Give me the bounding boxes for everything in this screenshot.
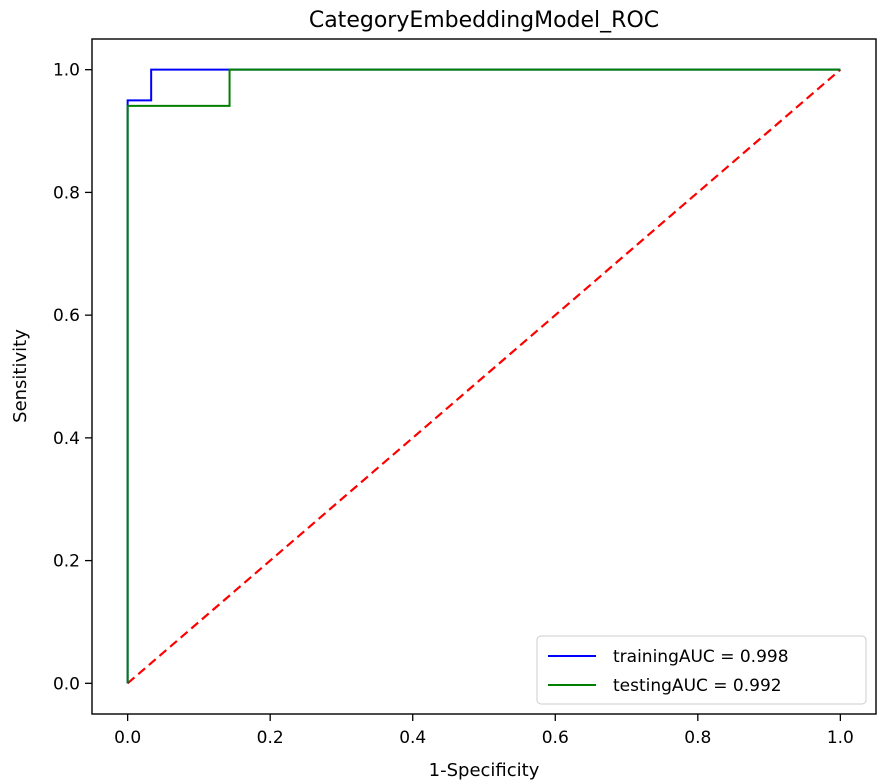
legend-label-testing: testingAUC = 0.992 <box>613 676 782 696</box>
y-tick-label: 0.6 <box>53 306 80 326</box>
x-tick-label: 0.0 <box>114 728 141 748</box>
legend: trainingAUC = 0.998 testingAUC = 0.992 <box>536 635 867 705</box>
series-layer <box>126 68 842 685</box>
x-tick-label: 0.8 <box>684 728 711 748</box>
chart-title: CategoryEmbeddingModel_ROC <box>309 8 659 33</box>
chance-diagonal-line <box>126 68 842 685</box>
x-tick-label: 0.2 <box>257 728 284 748</box>
y-axis-ticks: 0.0 0.2 0.4 0.6 0.8 1.0 <box>53 61 92 694</box>
plot-frame <box>91 38 877 715</box>
y-tick-label: 0.4 <box>53 429 80 449</box>
x-tick-label: 1.0 <box>827 728 854 748</box>
y-tick-label: 1.0 <box>53 61 80 81</box>
legend-box <box>536 635 867 705</box>
legend-label-training: trainingAUC = 0.998 <box>613 647 789 667</box>
x-axis-ticks: 0.0 0.2 0.4 0.6 0.8 1.0 <box>114 714 854 748</box>
y-axis-label: Sensitivity <box>10 329 31 423</box>
testing-roc-line <box>126 68 841 684</box>
y-tick-label: 0.0 <box>53 674 80 694</box>
y-tick-label: 0.2 <box>53 552 80 572</box>
x-tick-label: 0.6 <box>542 728 569 748</box>
x-tick-label: 0.4 <box>399 728 426 748</box>
x-axis-label: 1-Specificity <box>429 760 540 781</box>
y-tick-label: 0.8 <box>53 183 80 203</box>
